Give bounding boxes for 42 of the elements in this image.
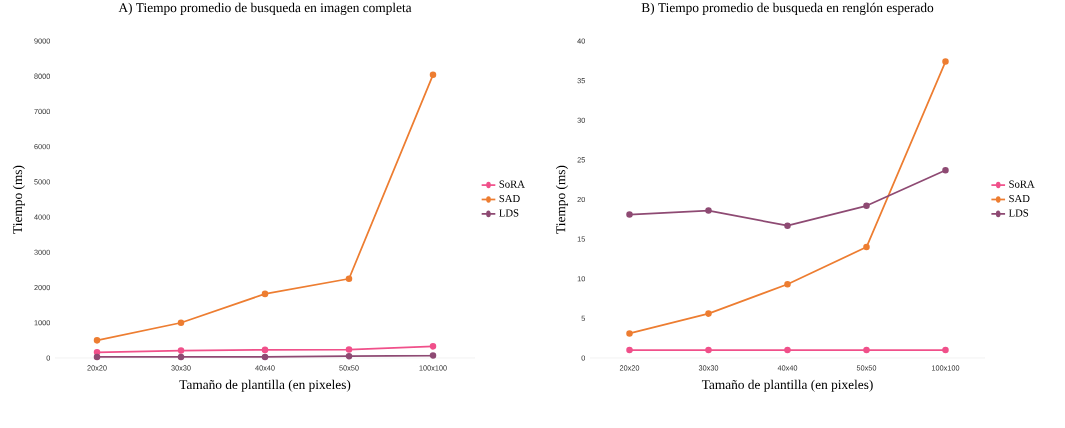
point [177, 347, 185, 354]
point [942, 346, 949, 354]
point [705, 310, 712, 317]
point [345, 346, 353, 353]
y-axis-title: Tiempo (ms) [12, 165, 25, 234]
point [626, 346, 633, 354]
point [942, 58, 949, 65]
chart-title: B) Tiempo promedio de busqueda en renglón esperado [641, 2, 934, 15]
legend-label: SoRA [1009, 180, 1035, 188]
point [429, 71, 437, 79]
legend-label: SAD [499, 194, 520, 203]
point [784, 222, 791, 229]
legend-label: LDS [1008, 209, 1029, 217]
point [626, 211, 633, 218]
x-axis-title: Tamaño de plantilla (en pixeles) [179, 379, 351, 392]
point [93, 353, 101, 361]
legend-label: SoRA [499, 180, 525, 188]
point [705, 207, 712, 214]
point [345, 352, 353, 360]
point [345, 275, 353, 283]
point [784, 281, 791, 288]
point [429, 352, 437, 359]
chart-title: A) Tiempo promedio de busqueda en imagen completa [118, 2, 412, 15]
legend-label: SAD [1009, 194, 1030, 203]
point [261, 290, 269, 298]
point [93, 349, 101, 356]
point [429, 343, 437, 350]
point [863, 346, 870, 354]
legend-label: LDS [499, 209, 519, 217]
point [93, 337, 101, 344]
point [177, 353, 185, 361]
point [705, 346, 712, 354]
point [784, 346, 791, 354]
point [261, 346, 269, 354]
x-axis-title: Tamaño de plantilla (en pixeles) [701, 379, 873, 392]
point [261, 353, 269, 361]
point [177, 319, 185, 327]
point [626, 330, 633, 337]
point [863, 202, 870, 210]
y-axis-title: Tiempo (ms) [555, 165, 568, 234]
point [863, 243, 870, 251]
point [942, 166, 949, 174]
